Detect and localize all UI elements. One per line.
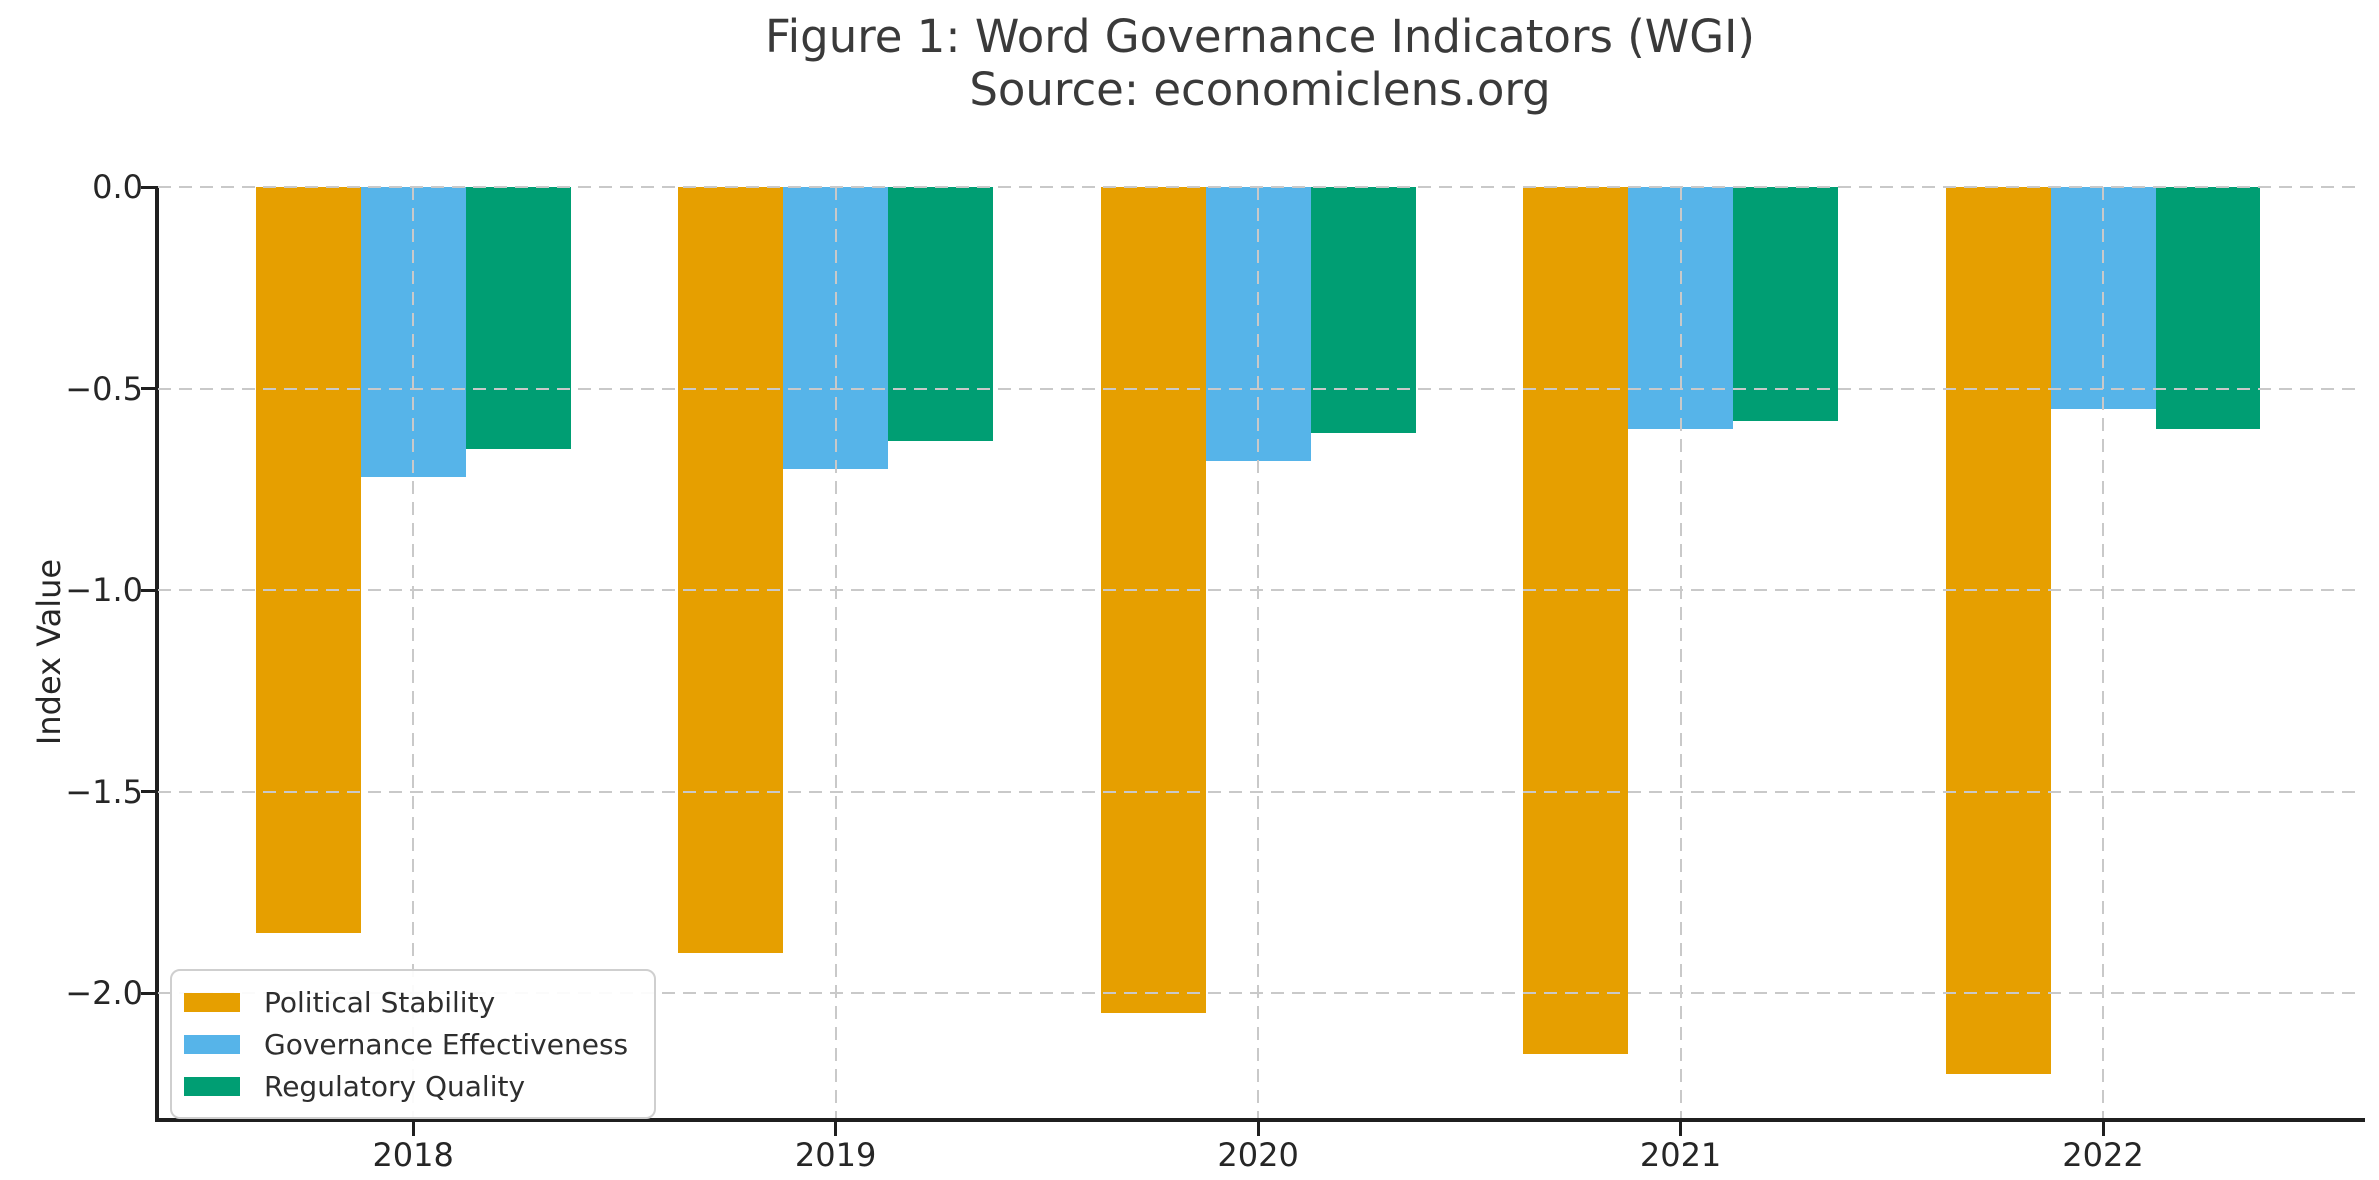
h-gridline--0.5 bbox=[158, 387, 2362, 390]
h-gridline--1 bbox=[158, 589, 2362, 592]
legend-row-regulatory-quality: Regulatory Quality bbox=[184, 1065, 628, 1107]
legend: Political Stability Governance Effectiven… bbox=[170, 969, 657, 1119]
x-tick-label-2021: 2021 bbox=[1639, 1136, 1722, 1174]
y-tick--1 bbox=[141, 588, 155, 592]
legend-row-governance-effectiveness: Governance Effectiveness bbox=[184, 1023, 628, 1065]
v-gridline-2020 bbox=[1257, 187, 1260, 1118]
bottom-axis-spine bbox=[155, 1118, 2365, 1122]
bar-political-stability-2022 bbox=[1945, 187, 2051, 1074]
bar-regulatory-quality-2018 bbox=[465, 187, 571, 449]
h-gridline--1.5 bbox=[158, 790, 2362, 793]
legend-swatch-political-stability bbox=[184, 992, 240, 1012]
bar-regulatory-quality-2019 bbox=[888, 187, 994, 441]
legend-label-political-stability: Political Stability bbox=[264, 985, 496, 1019]
x-tick-label-2022: 2022 bbox=[2062, 1136, 2144, 1174]
y-tick-0 bbox=[141, 185, 155, 189]
y-tick-label--1.5: −1.5 bbox=[65, 772, 143, 811]
chart-title: Figure 1: Word Governance Indicators (WG… bbox=[765, 10, 1755, 63]
chart-title-block: Figure 1: Word Governance Indicators (WG… bbox=[158, 10, 2362, 116]
y-tick-label--0.5: −0.5 bbox=[65, 369, 143, 408]
legend-label-regulatory-quality: Regulatory Quality bbox=[264, 1069, 526, 1103]
v-gridline-2018 bbox=[412, 187, 415, 1118]
v-gridline-2021 bbox=[1679, 187, 1682, 1118]
y-tick-label--2: −2.0 bbox=[65, 974, 143, 1013]
x-tick-2018 bbox=[411, 1122, 415, 1136]
v-gridline-2022 bbox=[2102, 187, 2105, 1118]
legend-swatch-regulatory-quality bbox=[184, 1076, 240, 1096]
y-tick-label-0: 0.0 bbox=[92, 168, 143, 206]
bar-political-stability-2018 bbox=[255, 187, 361, 933]
left-axis-spine bbox=[155, 186, 159, 1122]
legend-swatch-governance-effectiveness bbox=[184, 1034, 240, 1054]
legend-label-governance-effectiveness: Governance Effectiveness bbox=[264, 1027, 629, 1061]
y-tick-label--1: −1.0 bbox=[65, 571, 143, 610]
x-tick-label-2019: 2019 bbox=[794, 1136, 877, 1174]
h-gridline-0 bbox=[158, 186, 2362, 188]
x-tick-2021 bbox=[1679, 1122, 1683, 1136]
h-gridline--2 bbox=[158, 992, 2362, 995]
v-gridline-2019 bbox=[834, 187, 837, 1118]
y-tick--2 bbox=[141, 991, 155, 995]
y-tick--0.5 bbox=[141, 387, 155, 390]
chart-subtitle: Source: economiclens.org bbox=[969, 63, 1551, 116]
x-tick-label-2020: 2020 bbox=[1217, 1136, 1299, 1174]
y-tick--1.5 bbox=[141, 790, 155, 794]
bar-regulatory-quality-2021 bbox=[1733, 187, 1839, 421]
bar-regulatory-quality-2022 bbox=[2155, 187, 2261, 429]
bar-political-stability-2019 bbox=[678, 187, 784, 953]
bar-regulatory-quality-2020 bbox=[1310, 187, 1416, 433]
x-tick-label-2018: 2018 bbox=[372, 1136, 454, 1174]
bar-political-stability-2020 bbox=[1100, 187, 1206, 1014]
x-tick-2020 bbox=[1256, 1122, 1260, 1136]
x-tick-2022 bbox=[2101, 1122, 2105, 1136]
legend-row-political-stability: Political Stability bbox=[184, 981, 628, 1023]
bar-political-stability-2021 bbox=[1523, 187, 1629, 1054]
x-tick-2019 bbox=[834, 1122, 838, 1136]
